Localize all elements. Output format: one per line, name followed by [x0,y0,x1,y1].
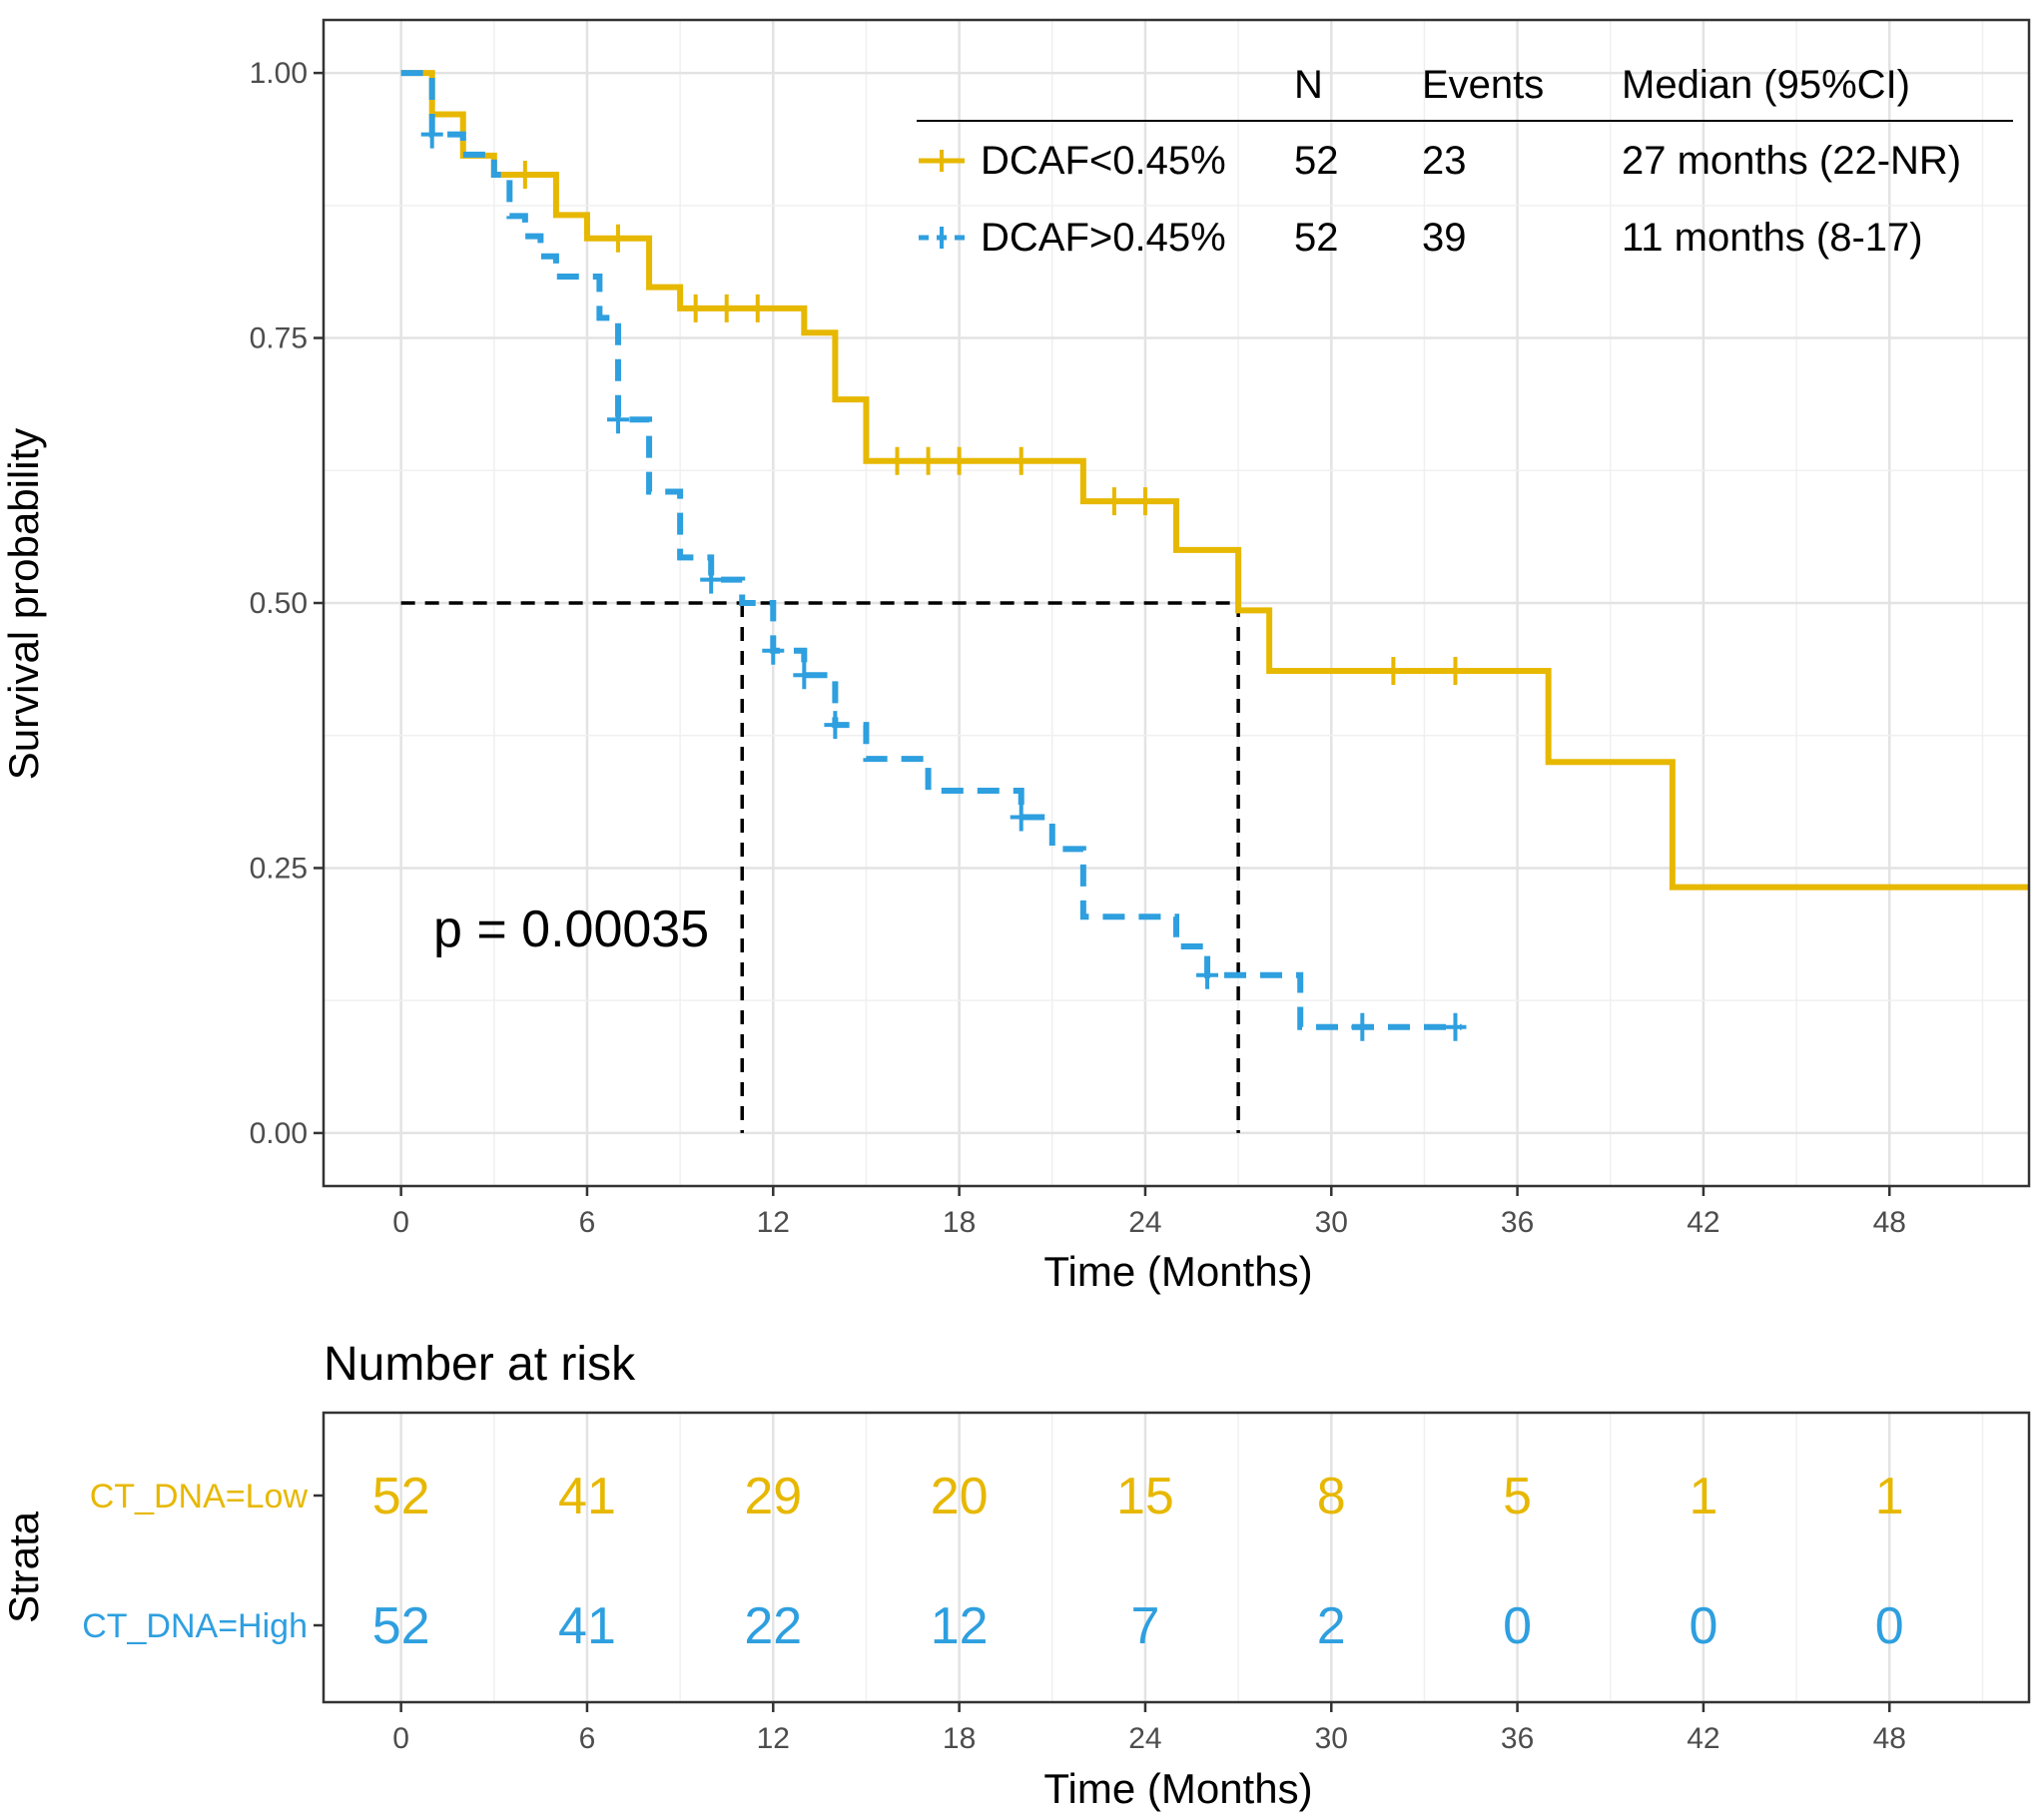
risk-x-tick-label: 30 [1315,1722,1348,1755]
x-tick-label: 12 [757,1206,790,1239]
risk-table-gridlines [399,1413,1984,1702]
legend-cell: 52 [1294,139,1339,183]
x-tick-label: 18 [943,1206,976,1239]
legend-header: N [1294,63,1323,107]
censor-mark-low [1382,656,1405,685]
censor-mark-high [762,636,785,665]
risk-strata-labels: CT_DNA=Low CT_DNA=High [82,1478,324,1645]
risk-x-tick-label: 24 [1128,1722,1161,1755]
x-tick-label: 6 [579,1206,596,1239]
x-tick-label: 36 [1501,1206,1534,1239]
risk-count: 7 [1130,1597,1159,1655]
p-value-annotation: p = 0.00035 [433,901,709,958]
legend-cell: 11 months (8-17) [1622,216,1923,260]
risk-table-frame [322,1411,2031,1704]
x-tick-label: 24 [1128,1206,1161,1239]
survival-plot-panel: 0.00 0.25 0.50 0.75 1.00 0 6 12 18 24 30 36 42 48 Ti… [0,18,2031,1295]
legend-cell: DCAF<0.45% [981,139,1226,183]
risk-strata-label: CT_DNA=High [82,1607,308,1645]
risk-table-panel: Number at risk 52 41 29 20 15 8 5 1 152 41 22 12 7 2 0… [0,1338,2031,1812]
legend-header: Median (95%CI) [1622,63,1910,107]
legend-table: N Events Median (95%CI) DCAF<0.45% 52 23 27 mo… [917,63,2013,260]
y-tick-label: 0.50 [250,587,308,620]
censor-mark-low [715,294,738,322]
censor-mark-high [1196,960,1219,989]
risk-count: 8 [1317,1468,1346,1525]
risk-count: 29 [744,1468,802,1525]
risk-count: 0 [1689,1597,1717,1655]
censor-mark-high [700,565,723,594]
censor-mark-low [1010,446,1032,475]
censor-mark-low [1102,487,1125,516]
censor-mark-high [1010,803,1032,832]
risk-x-tick-label: 18 [943,1722,976,1755]
censor-mark-low [746,294,769,322]
y-tick-label: 0.75 [250,322,308,355]
survival-curve-low [400,70,2029,891]
risk-count: 52 [372,1468,430,1525]
censor-mark-high [1444,1012,1467,1041]
censor-mark-low [1444,656,1467,685]
censor-mark-high [824,711,847,740]
risk-count: 5 [1503,1468,1532,1525]
x-axis-title: Time (Months) [1043,1248,1312,1295]
x-tick-label: 48 [1873,1206,1906,1239]
censor-mark-high [1351,1012,1374,1041]
risk-x-tick-label: 6 [579,1722,596,1755]
risk-strata-label: CT_DNA=Low [90,1478,309,1515]
risk-x-tick-label: 0 [392,1722,409,1755]
x-tick-label: 0 [392,1206,409,1239]
censor-mark-low [607,224,630,253]
risk-count: 0 [1503,1597,1532,1655]
risk-count: 22 [744,1597,802,1655]
censor-mark-low [684,294,707,322]
survival-curves [400,70,2029,1041]
y-tick-label: 1.00 [250,57,308,90]
risk-count: 52 [372,1597,430,1655]
risk-x-tick-label: 48 [1873,1722,1906,1755]
risk-count: 20 [931,1468,989,1525]
censor-mark-low [1133,487,1156,516]
risk-count: 1 [1689,1468,1717,1525]
x-tick-label: 42 [1687,1206,1719,1239]
risk-x-tick-label: 36 [1501,1722,1534,1755]
legend-header: Events [1422,63,1544,107]
survival-curve-high [400,70,1462,1030]
median-reference-lines [400,601,1240,1133]
censor-mark-high [420,120,443,149]
risk-y-axis-title: Strata [0,1511,47,1623]
risk-x-axis-ticks: 0 6 12 18 24 30 36 42 48 [392,1702,1906,1755]
y-tick-label: 0.00 [250,1117,308,1150]
legend-cell: 23 [1422,139,1467,183]
risk-count: 1 [1875,1468,1904,1525]
risk-count: 15 [1116,1468,1174,1525]
legend-cell: 27 months (22-NR) [1622,139,1961,183]
risk-x-tick-label: 42 [1687,1722,1719,1755]
risk-count: 41 [558,1468,616,1525]
legend-cell: 39 [1422,216,1467,260]
censor-mark-low [513,161,536,190]
risk-table-title: Number at risk [324,1338,636,1391]
censor-mark-high [793,661,816,690]
y-tick-label: 0.25 [250,852,308,885]
risk-table-cells: 52 41 29 20 15 8 5 1 152 41 22 12 7 2 0 0 0 [372,1468,1904,1655]
y-axis-title: Survival probability [0,428,47,781]
censor-mark-low [948,446,971,475]
risk-count: 41 [558,1597,616,1655]
risk-count: 12 [931,1597,989,1655]
x-axis-ticks: 0 6 12 18 24 30 36 42 48 [392,1186,1906,1239]
censor-mark-high [607,405,630,434]
risk-x-axis-title: Time (Months) [1043,1765,1312,1812]
legend-cell: 52 [1294,216,1339,260]
risk-x-tick-label: 12 [757,1722,790,1755]
x-tick-label: 30 [1315,1206,1348,1239]
legend-cell: DCAF>0.45% [981,216,1226,260]
risk-count: 2 [1317,1597,1346,1655]
risk-count: 0 [1875,1597,1904,1655]
y-axis-ticks: 0.00 0.25 0.50 0.75 1.00 [250,57,324,1150]
censor-mark-low [917,446,940,475]
censor-mark-low [886,446,909,475]
